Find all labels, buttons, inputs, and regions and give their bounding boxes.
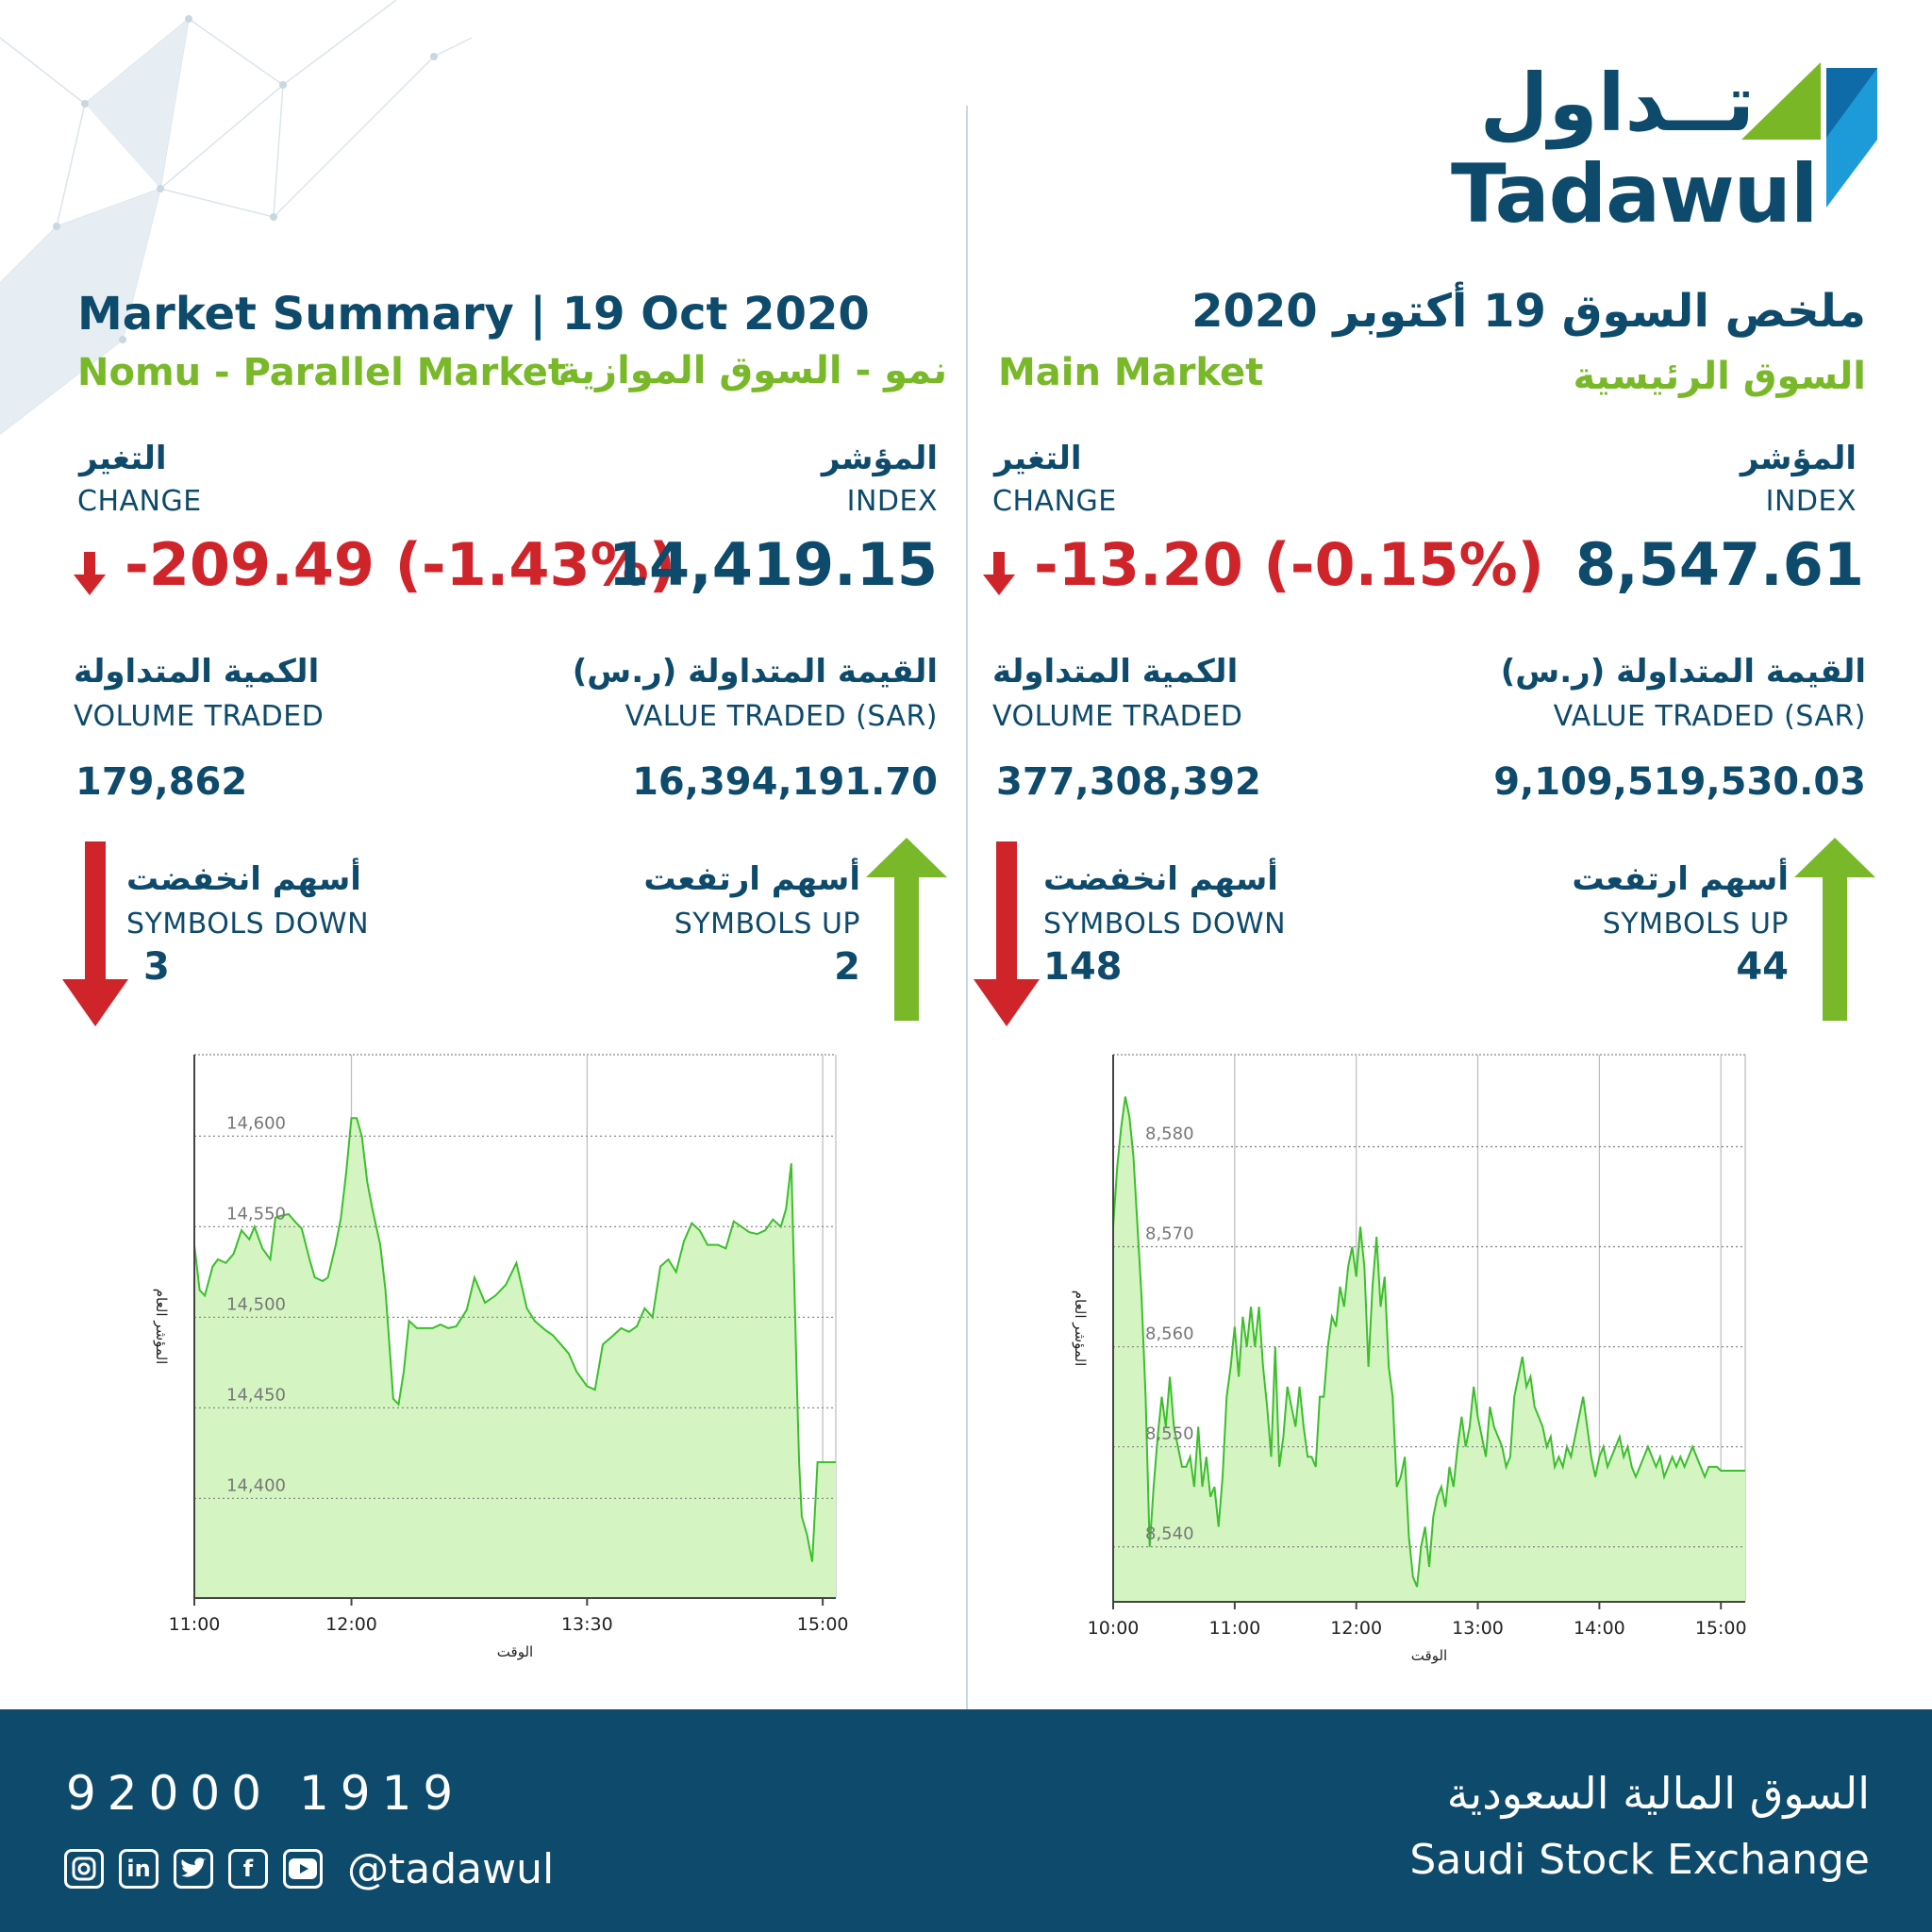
column-divider xyxy=(966,106,968,1709)
logo-english-text: Tadawul xyxy=(1451,147,1818,242)
series-line xyxy=(193,1117,836,1562)
y-tick-label: 8,560 xyxy=(1145,1324,1194,1344)
main-index-label-en: INDEX xyxy=(1765,485,1857,518)
nomu-symbols-up-arrow-icon xyxy=(866,838,947,1021)
nomu-index-label-ar: المؤشر xyxy=(821,440,938,477)
main-change-label-en: CHANGE xyxy=(992,485,1117,518)
main-title: ملخص السوق 19 أكتوبر 2020 xyxy=(1191,285,1866,338)
main-symbols-down-arrow-icon xyxy=(974,841,1040,1026)
y-tick-label: 14,550 xyxy=(226,1204,286,1224)
y-tick-label: 8,550 xyxy=(1145,1424,1194,1444)
nomu-volume-label-en: VOLUME TRADED xyxy=(74,700,325,733)
y-tick-label: 14,500 xyxy=(226,1294,286,1314)
x-tick-label: 12:00 xyxy=(1330,1618,1382,1639)
nomu-symbols-down-label-ar: أسهم انخفضت xyxy=(126,860,361,898)
twitter-icon[interactable] xyxy=(174,1849,213,1889)
linkedin-icon[interactable]: in xyxy=(119,1849,158,1889)
main-change-down-arrow-icon xyxy=(983,552,1015,595)
x-tick-label: 15:00 xyxy=(797,1614,849,1635)
x-axis-title: الوقت xyxy=(1411,1647,1447,1664)
main-index-chart: 8,540 8,550 8,560 8,570 8,580 10:00 11:00 12:00… xyxy=(1072,1054,1747,1664)
main-market-ar: السوق الرئيسية xyxy=(1573,355,1866,398)
nomu-change-label-ar: التغير xyxy=(79,440,167,477)
logo-mark-icon xyxy=(1741,62,1877,208)
y-tick-label: 14,450 xyxy=(226,1385,286,1405)
nomu-symbols-down-value: 3 xyxy=(143,945,170,989)
social-icons: in f xyxy=(64,1849,323,1889)
footer-bar: 92000 1919 in f @tadawul السوق المالية ا… xyxy=(0,1709,1932,1932)
x-tick-label: 11:00 xyxy=(169,1614,221,1635)
footer-exchange-en: Saudi Stock Exchange xyxy=(1409,1836,1870,1884)
main-market-en: Main Market xyxy=(998,351,1264,394)
tadawul-logo: تــداول Tadawul xyxy=(1443,57,1877,242)
y-axis-title: المؤشر العام xyxy=(153,1289,170,1365)
main-symbols-up-label-en: SYMBOLS UP xyxy=(1602,908,1789,941)
main-value-traded-value: 9,109,519,530.03 xyxy=(1493,760,1866,804)
main-change-label-ar: التغير xyxy=(994,440,1082,477)
series-line xyxy=(1112,1096,1745,1588)
main-symbols-up-value: 44 xyxy=(1736,945,1789,989)
facebook-icon[interactable]: f xyxy=(228,1849,268,1889)
nomu-change-down-arrow-icon xyxy=(74,552,106,595)
x-tick-label: 11:00 xyxy=(1208,1618,1260,1639)
main-value-label-en: VALUE TRADED (SAR) xyxy=(1553,700,1866,733)
main-index-value: 8,547.61 xyxy=(1575,530,1864,599)
y-tick-label: 14,600 xyxy=(226,1113,286,1133)
nomu-symbols-up-value: 2 xyxy=(834,945,860,989)
nomu-symbols-up-label-ar: أسهم ارتفعت xyxy=(643,860,860,898)
series-area xyxy=(194,1118,836,1598)
main-symbols-down-label-ar: أسهم انخفضت xyxy=(1043,860,1278,898)
nomu-value-label-en: VALUE TRADED (SAR) xyxy=(625,700,938,733)
nomu-title: Market Summary | 19 Oct 2020 xyxy=(77,288,870,341)
nomu-index-label-en: INDEX xyxy=(846,485,938,518)
x-tick-label: 15:00 xyxy=(1695,1618,1747,1639)
main-volume-value: 377,308,392 xyxy=(996,760,1261,804)
nomu-change-value: -209.49 (-1.43%) xyxy=(125,530,676,599)
nomu-market-ar: نمو - السوق الموازية xyxy=(558,349,947,392)
main-volume-label-ar: الكمية المتداولة xyxy=(992,653,1239,691)
y-tick-label: 8,580 xyxy=(1145,1124,1194,1144)
main-value-label-ar: القيمة المتداولة (ر.س) xyxy=(1500,653,1866,691)
x-tick-label: 13:30 xyxy=(561,1614,613,1635)
x-tick-label: 10:00 xyxy=(1088,1618,1140,1639)
x-tick-label: 12:00 xyxy=(325,1614,377,1635)
nomu-volume-value: 179,862 xyxy=(75,760,248,804)
nomu-volume-label-ar: الكمية المتداولة xyxy=(74,653,320,691)
decorative-network-pattern xyxy=(0,0,473,435)
x-tick-label: 13:00 xyxy=(1452,1618,1504,1639)
main-symbols-down-value: 148 xyxy=(1043,945,1123,989)
y-axis-title: المؤشر العام xyxy=(1072,1291,1089,1367)
footer-phone: 92000 1919 xyxy=(66,1766,465,1821)
nomu-index-value: 14,419.15 xyxy=(608,530,938,599)
instagram-icon[interactable] xyxy=(64,1849,104,1889)
main-symbols-up-arrow-icon xyxy=(1794,838,1875,1021)
series-area xyxy=(1113,1096,1745,1602)
y-tick-label: 8,570 xyxy=(1145,1224,1194,1244)
main-index-label-ar: المؤشر xyxy=(1740,440,1857,477)
main-symbols-up-label-ar: أسهم ارتفعت xyxy=(1572,860,1789,898)
x-tick-label: 14:00 xyxy=(1574,1618,1625,1639)
nomu-market-en: Nomu - Parallel Market xyxy=(77,351,567,394)
nomu-value-label-ar: القيمة المتداولة (ر.س) xyxy=(572,653,938,691)
nomu-value-traded-value: 16,394,191.70 xyxy=(632,760,938,804)
logo-arabic-text: تــداول xyxy=(1479,57,1755,149)
main-symbols-down-label-en: SYMBOLS DOWN xyxy=(1043,908,1287,941)
y-tick-label: 14,400 xyxy=(226,1475,286,1495)
nomu-symbols-up-label-en: SYMBOLS UP xyxy=(674,908,860,941)
youtube-icon[interactable] xyxy=(283,1849,323,1889)
footer-handle[interactable]: @tadawul xyxy=(347,1845,555,1893)
nomu-symbols-down-label-en: SYMBOLS DOWN xyxy=(126,908,370,941)
y-tick-label: 8,540 xyxy=(1145,1524,1194,1544)
nomu-symbols-down-arrow-icon xyxy=(62,841,128,1026)
nomu-change-label-en: CHANGE xyxy=(77,485,202,518)
nomu-index-chart: 14,400 14,450 14,500 14,550 14,600 11:00 12:00… xyxy=(153,1054,849,1660)
x-axis-title: الوقت xyxy=(497,1643,533,1660)
main-volume-label-en: VOLUME TRADED xyxy=(992,700,1243,733)
main-change-value: -13.20 (-0.15%) xyxy=(1034,530,1544,599)
footer-exchange-ar: السوق المالية السعودية xyxy=(1446,1768,1870,1819)
